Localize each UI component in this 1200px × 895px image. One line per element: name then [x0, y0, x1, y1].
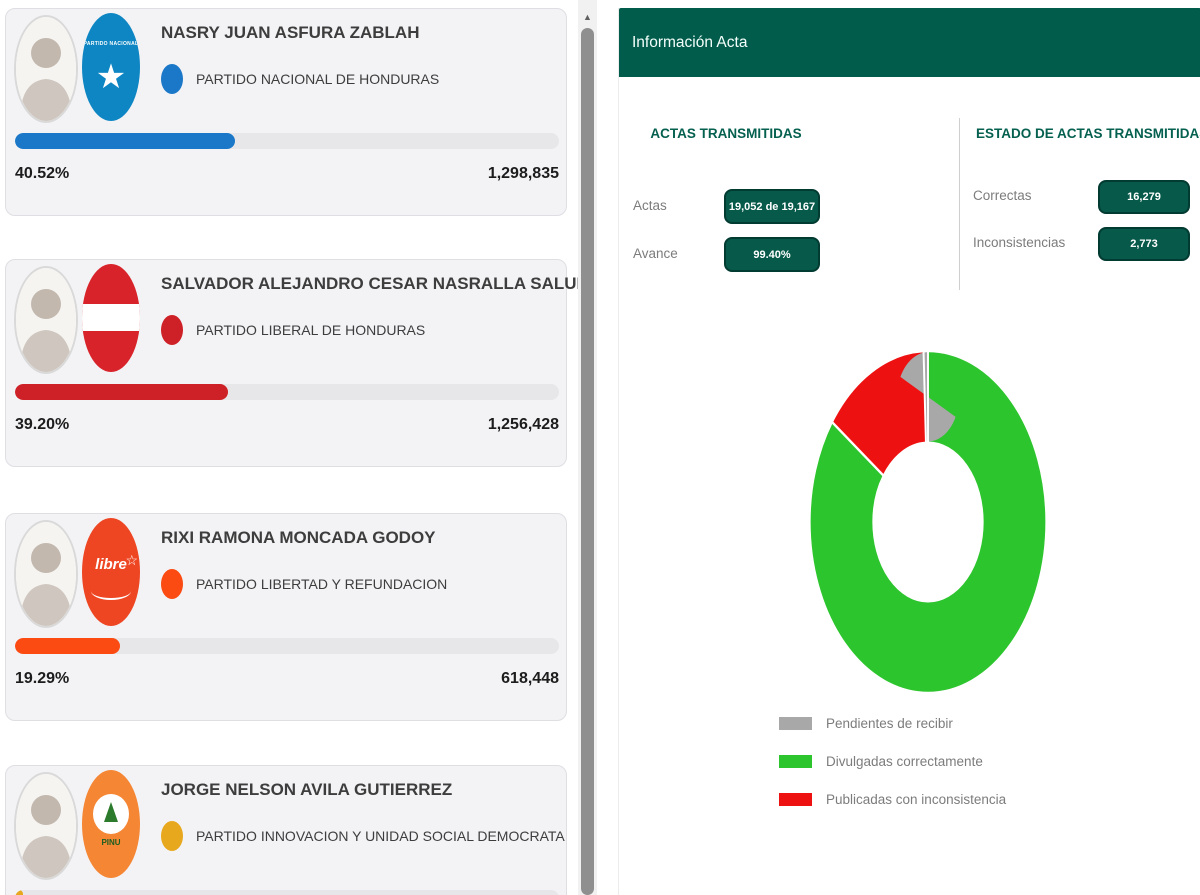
label-actas: Actas [633, 198, 667, 213]
legend-item: Publicadas con inconsistencia [779, 792, 1006, 807]
party-name: PARTIDO LIBERTAD Y REFUNDACION [196, 576, 448, 592]
party-name: PARTIDO NACIONAL DE HONDURAS [196, 71, 440, 87]
party-logo-liberal [82, 264, 140, 372]
person-silhouette-icon [16, 268, 76, 372]
candidate-card[interactable]: PARTIDO NACIONAL ★ NASRY JUAN ASFURA ZAB… [5, 8, 567, 216]
candidate-name: NASRY JUAN ASFURA ZABLAH [161, 23, 420, 42]
star-icon: ★ [95, 58, 127, 96]
candidate-photo [14, 772, 78, 880]
candidate-photo [14, 266, 78, 374]
vote-progress-fill [15, 384, 229, 400]
vote-progress-fill [15, 638, 120, 654]
party-name: PARTIDO LIBERAL DE HONDURAS [196, 322, 426, 338]
vote-progress-bar [15, 133, 559, 149]
legend-swatch-pendientes [779, 717, 812, 730]
person-silhouette-icon [16, 522, 76, 626]
section-title-estado-actas: ESTADO DE ACTAS TRANSMITIDAS [976, 126, 1200, 141]
vote-progress-fill [15, 890, 24, 895]
person-silhouette-icon [16, 774, 76, 878]
party-color-dot [161, 64, 183, 94]
vote-stats: 40.52% 1,298,835 [15, 165, 559, 183]
star-outline-icon: ☆ [125, 552, 138, 568]
panel-header: Información Acta [619, 8, 1200, 77]
value-actas-pill: 19,052 de 19,167 [724, 189, 820, 224]
legend-label: Pendientes de recibir [826, 716, 953, 731]
party-logo-white-band [82, 303, 140, 331]
vote-percent: 19.29% [15, 670, 70, 687]
candidate-card[interactable]: PINU JORGE NELSON AVILA GUTIERREZ PARTID… [5, 765, 567, 895]
candidate-card[interactable]: SALVADOR ALEJANDRO CESAR NASRALLA SALUM … [5, 259, 591, 467]
section-title-actas-transmitidas: ACTAS TRANSMITIDAS [650, 126, 802, 141]
party-color-dot [161, 821, 183, 851]
legend-label: Publicadas con inconsistencia [826, 792, 1007, 807]
candidate-name: RIXI RAMONA MONCADA GODOY [161, 528, 436, 547]
label-avance: Avance [633, 246, 678, 261]
legend-swatch-publicadas [779, 793, 812, 806]
vote-percent: 40.52% [15, 165, 70, 182]
party-logo-text: PINU [101, 838, 121, 847]
label-inconsistencias: Inconsistencias [973, 235, 1066, 250]
candidate-name: JORGE NELSON AVILA GUTIERREZ [161, 780, 453, 799]
value-inconsistencias-pill: 2,773 [1098, 227, 1190, 261]
party-row: PARTIDO NACIONAL DE HONDURAS [161, 64, 439, 94]
candidate-photo [14, 520, 78, 628]
vote-count: 1,298,835 [487, 165, 559, 182]
left-panel-scrollbar[interactable]: ▲ [578, 0, 597, 895]
party-logo-libre: libre ☆ [82, 518, 140, 626]
candidate-card[interactable]: libre ☆ RIXI RAMONA MONCADA GODOY PARTID… [5, 513, 567, 721]
section-divider [959, 118, 960, 290]
legend-item: Divulgadas correctamente [779, 754, 1006, 769]
vote-stats: 39.20% 1,256,428 [15, 416, 559, 434]
candidate-photo [14, 15, 78, 123]
scroll-up-arrow-icon[interactable]: ▲ [583, 12, 592, 22]
label-correctas: Correctas [973, 188, 1032, 203]
party-row: PARTIDO LIBERTAD Y REFUNDACION [161, 569, 447, 599]
vote-percent: 39.20% [15, 416, 70, 433]
legend-swatch-divulgadas [779, 755, 812, 768]
donut-chart [807, 347, 1049, 697]
panel-title: Información Acta [632, 33, 748, 51]
vote-count: 1,256,428 [487, 416, 559, 433]
party-logo-inner-circle [93, 794, 129, 834]
value-avance-pill: 99.40% [724, 237, 820, 272]
vote-stats: 19.29% 618,448 [15, 670, 559, 688]
party-logo-text: libre [95, 556, 127, 573]
vote-progress-bar [15, 638, 559, 654]
party-row: PARTIDO LIBERAL DE HONDURAS [161, 315, 425, 345]
party-logo-pinu: PINU [82, 770, 140, 878]
party-color-dot [161, 315, 183, 345]
acta-info-panel: Información Acta ACTAS TRANSMITIDAS ESTA… [618, 8, 1200, 895]
scrollbar-thumb[interactable] [581, 28, 594, 895]
pine-tree-icon [104, 802, 118, 822]
person-silhouette-icon [16, 17, 76, 121]
vote-count: 618,448 [501, 670, 559, 687]
value-correctas-pill: 16,279 [1098, 180, 1190, 214]
party-logo-swoosh [90, 582, 132, 600]
chart-legend: Pendientes de recibir Divulgadas correct… [779, 716, 1006, 830]
vote-progress-bar [15, 384, 559, 400]
party-logo-nacional: PARTIDO NACIONAL ★ [82, 13, 140, 121]
candidate-name: SALVADOR ALEJANDRO CESAR NASRALLA SALUM [161, 274, 591, 293]
legend-item: Pendientes de recibir [779, 716, 1006, 731]
party-color-dot [161, 569, 183, 599]
party-row: PARTIDO INNOVACION Y UNIDAD SOCIAL DEMOC… [161, 821, 565, 851]
party-logo-text: PARTIDO NACIONAL [83, 41, 139, 47]
vote-progress-fill [15, 133, 236, 149]
party-name: PARTIDO INNOVACION Y UNIDAD SOCIAL DEMOC… [196, 828, 565, 844]
vote-progress-bar [15, 890, 559, 895]
legend-label: Divulgadas correctamente [826, 754, 983, 769]
